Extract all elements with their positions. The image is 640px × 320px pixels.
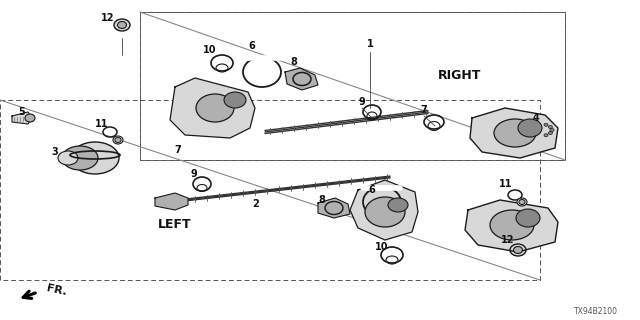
Text: 7: 7 [420, 105, 428, 115]
Ellipse shape [490, 210, 534, 240]
Ellipse shape [550, 129, 554, 132]
Ellipse shape [544, 123, 548, 126]
Text: 10: 10 [375, 242, 388, 252]
Ellipse shape [224, 92, 246, 108]
Text: 3: 3 [52, 147, 58, 157]
Ellipse shape [62, 146, 98, 170]
Ellipse shape [548, 132, 552, 134]
Ellipse shape [510, 244, 526, 256]
Polygon shape [470, 108, 558, 158]
Polygon shape [170, 78, 255, 138]
Ellipse shape [115, 138, 121, 142]
Ellipse shape [71, 142, 119, 174]
Text: 8: 8 [319, 195, 325, 205]
Ellipse shape [513, 246, 522, 253]
Text: FR.: FR. [46, 283, 68, 297]
Ellipse shape [196, 94, 234, 122]
Text: 9: 9 [358, 97, 365, 107]
Ellipse shape [25, 114, 35, 122]
Polygon shape [285, 68, 318, 90]
Text: 9: 9 [191, 169, 197, 179]
Ellipse shape [118, 21, 127, 28]
Text: 12: 12 [101, 13, 115, 23]
Text: TX94B2100: TX94B2100 [574, 308, 618, 316]
Ellipse shape [516, 209, 540, 227]
Ellipse shape [544, 134, 548, 137]
Ellipse shape [519, 199, 525, 204]
Ellipse shape [494, 119, 536, 147]
Polygon shape [318, 198, 350, 218]
Text: RIGHT: RIGHT [438, 68, 482, 82]
Text: 12: 12 [501, 235, 515, 245]
Text: 1: 1 [367, 39, 373, 49]
Text: 11: 11 [95, 119, 109, 129]
Ellipse shape [518, 119, 542, 137]
Polygon shape [155, 193, 188, 210]
Text: 4: 4 [532, 113, 540, 123]
Text: 10: 10 [204, 45, 217, 55]
Text: 6: 6 [369, 185, 376, 195]
Text: LEFT: LEFT [158, 218, 192, 230]
Ellipse shape [365, 197, 405, 227]
Ellipse shape [388, 198, 408, 212]
Text: 8: 8 [291, 57, 298, 67]
Polygon shape [12, 112, 32, 124]
Text: 2: 2 [253, 199, 259, 209]
Ellipse shape [113, 136, 123, 144]
Polygon shape [465, 200, 558, 252]
Text: 5: 5 [19, 107, 26, 117]
Text: 11: 11 [499, 179, 513, 189]
Text: 6: 6 [248, 41, 255, 51]
Ellipse shape [114, 19, 130, 31]
Ellipse shape [517, 198, 527, 206]
Polygon shape [350, 180, 418, 240]
Ellipse shape [548, 125, 552, 129]
Ellipse shape [58, 151, 78, 165]
Text: 7: 7 [175, 145, 181, 155]
